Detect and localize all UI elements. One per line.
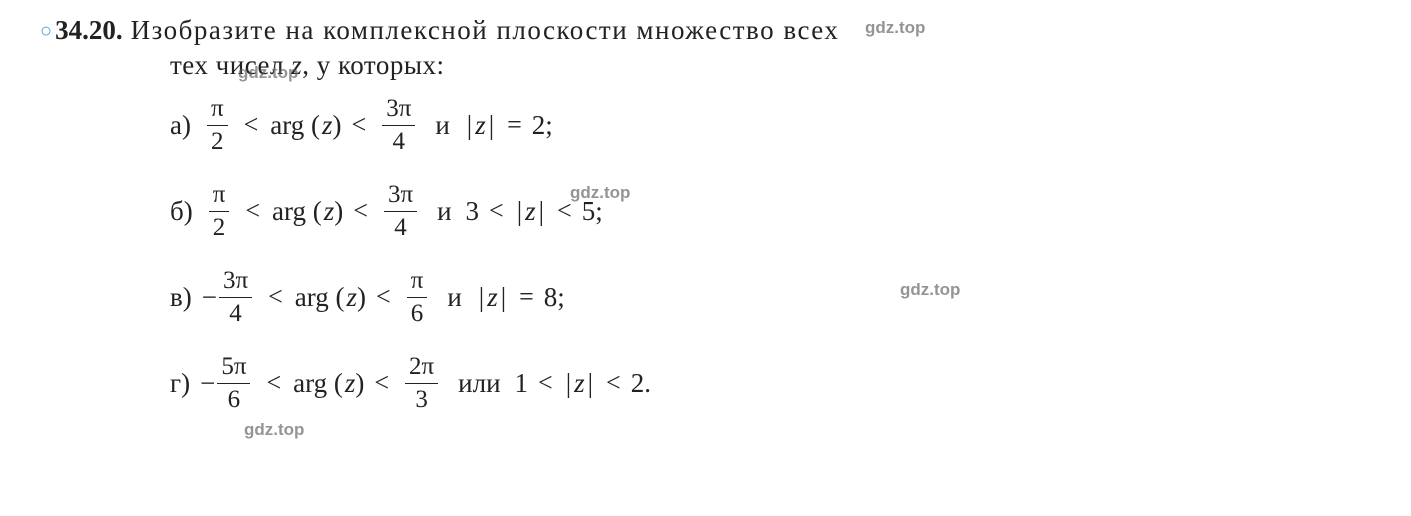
- fraction-c2: π 6: [407, 267, 428, 327]
- lt-operator: <: [374, 368, 389, 398]
- lt-operator: <: [489, 196, 504, 226]
- frac-den: 2: [207, 126, 228, 156]
- arg-var: z: [324, 196, 335, 227]
- item-label-b: б): [170, 196, 193, 227]
- fraction-b1: π 2: [209, 181, 230, 241]
- frac-num: 3π: [382, 95, 415, 126]
- problem-number: 34.20.: [55, 15, 123, 46]
- frac-den: 6: [224, 384, 245, 414]
- value: 2;: [532, 110, 553, 141]
- item-label-d: г): [170, 368, 190, 399]
- value: 8;: [544, 282, 565, 313]
- conjunction: и: [447, 282, 461, 313]
- lt-operator: <: [376, 282, 391, 312]
- frac-den: 4: [390, 212, 411, 242]
- conjunction: и: [435, 110, 449, 141]
- arg-open: arg (: [295, 282, 345, 313]
- abs-var: z: [525, 196, 536, 227]
- conjunction: или: [458, 368, 500, 399]
- frac-num: 3π: [219, 267, 252, 298]
- fraction-b2: 3π 4: [384, 181, 417, 241]
- lt-operator: <: [352, 110, 367, 140]
- fraction-a2: 3π 4: [382, 95, 415, 155]
- value-right: 2.: [631, 368, 651, 399]
- lt-operator: <: [538, 368, 553, 398]
- conjunction: и: [437, 196, 451, 227]
- lt-operator: <: [557, 196, 572, 226]
- arg-open: arg (: [272, 196, 322, 227]
- frac-num: 2π: [405, 353, 438, 384]
- abs-var: z: [475, 110, 486, 141]
- abs-open: |: [566, 368, 571, 399]
- frac-num: π: [407, 267, 428, 298]
- abs-close: |: [588, 368, 593, 399]
- frac-num: 3π: [384, 181, 417, 212]
- frac-num: π: [207, 95, 228, 126]
- item-label-c: в): [170, 282, 192, 313]
- problem-header: ○ 34.20. Изобразите на комплексной плоск…: [40, 15, 1371, 46]
- frac-den: 3: [411, 384, 432, 414]
- arg-open: arg (: [270, 110, 320, 141]
- items-list: а) π 2 < arg (z) < 3π 4 и |z| = 2; б) π …: [170, 95, 1371, 413]
- bullet-icon: ○: [40, 20, 52, 43]
- lt-operator: <: [244, 110, 259, 140]
- fraction-c1: 3π 4: [219, 267, 252, 327]
- neg-sign: −: [202, 282, 217, 313]
- item-c: в) − 3π 4 < arg (z) < π 6 и |z| = 8;: [170, 267, 1371, 327]
- frac-den: 4: [389, 126, 410, 156]
- eq-operator: =: [507, 110, 522, 140]
- abs-open: |: [517, 196, 522, 227]
- problem-text-line1: Изобразите на комплексной плоскости множ…: [131, 15, 840, 46]
- frac-num: 5π: [217, 353, 250, 384]
- arg-open: arg (: [293, 368, 343, 399]
- variable-z: z: [291, 50, 302, 80]
- lt-operator: <: [606, 368, 621, 398]
- frac-den: 6: [407, 298, 428, 328]
- arg-close: ): [357, 282, 366, 313]
- fraction-a1: π 2: [207, 95, 228, 155]
- arg-var: z: [322, 110, 333, 141]
- arg-var: z: [345, 368, 356, 399]
- text-part1: тех чисел: [170, 50, 291, 80]
- value-right: 5;: [582, 196, 603, 227]
- abs-close: |: [539, 196, 544, 227]
- abs-close: |: [489, 110, 494, 141]
- abs-open: |: [479, 282, 484, 313]
- text-part2: , у которых:: [302, 50, 444, 80]
- item-d: г) − 5π 6 < arg (z) < 2π 3 или 1 < |z| <…: [170, 353, 1371, 413]
- watermark: gdz.top: [244, 420, 304, 440]
- frac-den: 4: [225, 298, 246, 328]
- arg-close: ): [333, 110, 342, 141]
- abs-open: |: [467, 110, 472, 141]
- fraction-d1: 5π 6: [217, 353, 250, 413]
- abs-close: |: [501, 282, 506, 313]
- item-label-a: а): [170, 110, 191, 141]
- eq-operator: =: [519, 282, 534, 312]
- item-a: а) π 2 < arg (z) < 3π 4 и |z| = 2;: [170, 95, 1371, 155]
- problem-text-line2: тех чисел z, у которых:: [170, 50, 1371, 81]
- lt-operator: <: [268, 282, 283, 312]
- arg-var: z: [347, 282, 358, 313]
- value-left: 1: [515, 368, 529, 399]
- lt-operator: <: [245, 196, 260, 226]
- frac-den: 2: [209, 212, 230, 242]
- abs-var: z: [487, 282, 498, 313]
- neg-sign: −: [200, 368, 215, 399]
- fraction-d2: 2π 3: [405, 353, 438, 413]
- value-left: 3: [466, 196, 480, 227]
- arg-close: ): [334, 196, 343, 227]
- arg-close: ): [355, 368, 364, 399]
- item-b: б) π 2 < arg (z) < 3π 4 и 3 < |z| < 5;: [170, 181, 1371, 241]
- lt-operator: <: [266, 368, 281, 398]
- abs-var: z: [574, 368, 585, 399]
- frac-num: π: [209, 181, 230, 212]
- lt-operator: <: [353, 196, 368, 226]
